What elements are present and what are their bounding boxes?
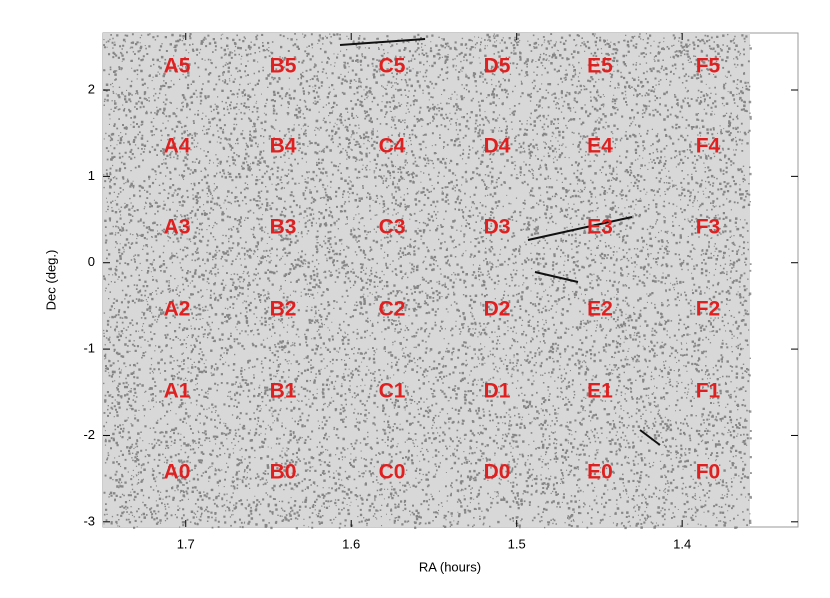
field-label: C5 xyxy=(379,55,406,78)
field-label: C0 xyxy=(379,461,406,484)
field-label: D0 xyxy=(484,461,511,484)
x-tick-label: 1.4 xyxy=(673,536,691,551)
field-label: D4 xyxy=(484,135,511,158)
field-label: A5 xyxy=(164,55,191,78)
field-label: E3 xyxy=(587,216,613,239)
field-label: C1 xyxy=(379,380,406,403)
y-tick-label: -1 xyxy=(83,341,95,356)
field-label: D2 xyxy=(484,298,511,321)
field-label: D3 xyxy=(484,216,511,239)
field-label: F4 xyxy=(696,135,721,158)
field-label: C4 xyxy=(379,135,406,158)
y-tick-label: 2 xyxy=(88,81,95,96)
field-label: E4 xyxy=(587,135,613,158)
y-axis-label: Dec (deg.) xyxy=(43,250,58,311)
field-label: A0 xyxy=(164,461,191,484)
field-label: D1 xyxy=(484,380,511,403)
field-label: E5 xyxy=(587,55,613,78)
field-label: B2 xyxy=(270,298,297,321)
field-label: E0 xyxy=(587,461,613,484)
field-label: F1 xyxy=(696,380,721,403)
field-label: C3 xyxy=(379,216,406,239)
field-label: B0 xyxy=(270,461,297,484)
field-label: F5 xyxy=(696,55,721,78)
field-label: E1 xyxy=(587,380,613,403)
field-label: D5 xyxy=(484,55,511,78)
sky-noise xyxy=(103,33,752,530)
x-tick-label: 1.6 xyxy=(342,536,360,551)
y-tick-label: 1 xyxy=(88,168,95,183)
x-axis-label: RA (hours) xyxy=(419,559,481,574)
field-label: B4 xyxy=(270,135,297,158)
y-tick-label: 0 xyxy=(88,254,95,269)
field-label: E2 xyxy=(587,298,613,321)
field-label: B3 xyxy=(270,216,297,239)
field-label: B5 xyxy=(270,55,297,78)
x-tick-label: 1.5 xyxy=(508,536,526,551)
field-label: F3 xyxy=(696,216,721,239)
field-label: B1 xyxy=(270,380,297,403)
streak xyxy=(339,38,661,446)
field-label: F0 xyxy=(696,461,721,484)
field-label: A2 xyxy=(164,298,191,321)
field-label: A3 xyxy=(164,216,191,239)
x-tick-label: 1.7 xyxy=(177,536,195,551)
field-label: F2 xyxy=(696,298,721,321)
y-tick-label: -2 xyxy=(83,427,95,442)
field-label: C2 xyxy=(379,298,406,321)
field-label: A1 xyxy=(164,380,191,403)
field-label: A4 xyxy=(164,135,191,158)
sky-image xyxy=(103,33,750,527)
y-tick-label: -3 xyxy=(83,513,95,528)
